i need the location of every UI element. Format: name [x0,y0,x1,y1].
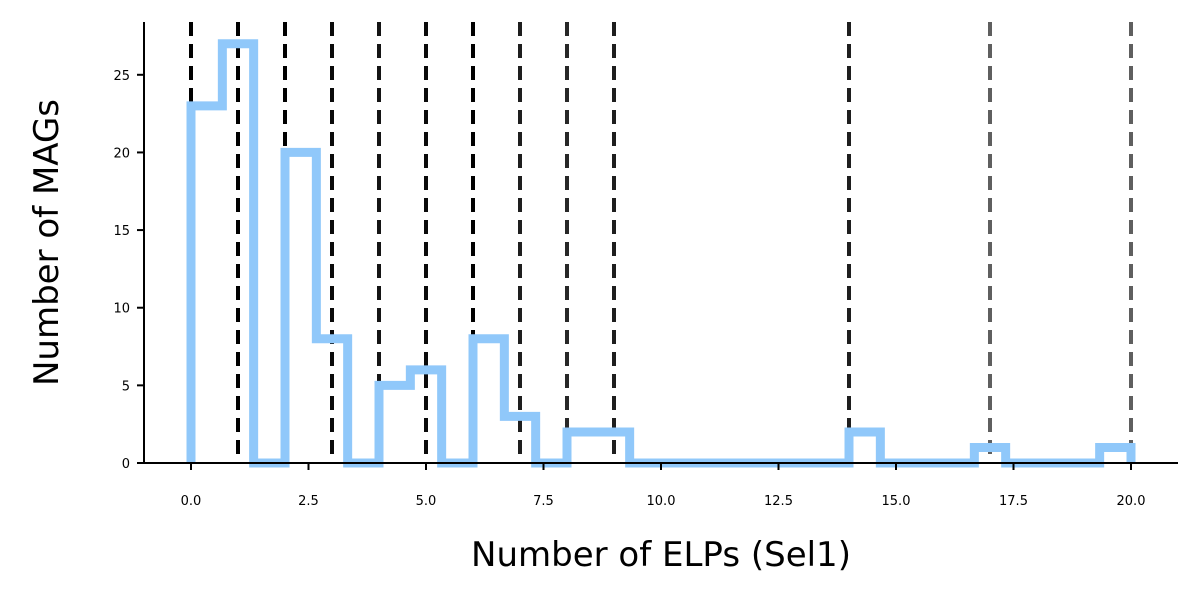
y-tick-label: 20 [113,146,130,161]
y-ticks: 0 5 10 15 20 25 [113,69,144,472]
reference-lines-layer [189,22,1133,463]
x-ticks: 0.0 2.5 5.0 7.5 10.0 12.5 15.0 17.5 20.0 [181,463,1146,509]
y-tick-label: 25 [113,69,130,84]
y-tick-label: 5 [122,379,130,394]
x-tick-label: 10.0 [647,494,676,509]
y-tick-label: 15 [113,224,130,239]
histogram-step-line [186,39,1136,468]
x-tick-label: 20.0 [1117,494,1146,509]
x-tick-label: 7.5 [533,494,554,509]
histogram-layer [186,39,1136,468]
y-axis-title: Number of MAGs [27,99,67,386]
x-axis-title: Number of ELPs (Sel1) [471,535,851,575]
axes-layer [143,22,1178,464]
x-tick-label: 5.0 [416,494,437,509]
y-tick-label: 10 [113,302,130,317]
y-tick-label: 0 [122,457,130,472]
x-tick-label: 0.0 [181,494,202,509]
x-tick-label: 2.5 [298,494,319,509]
x-tick-label: 15.0 [882,494,911,509]
x-tick-label: 12.5 [764,494,793,509]
x-tick-label: 17.5 [999,494,1028,509]
